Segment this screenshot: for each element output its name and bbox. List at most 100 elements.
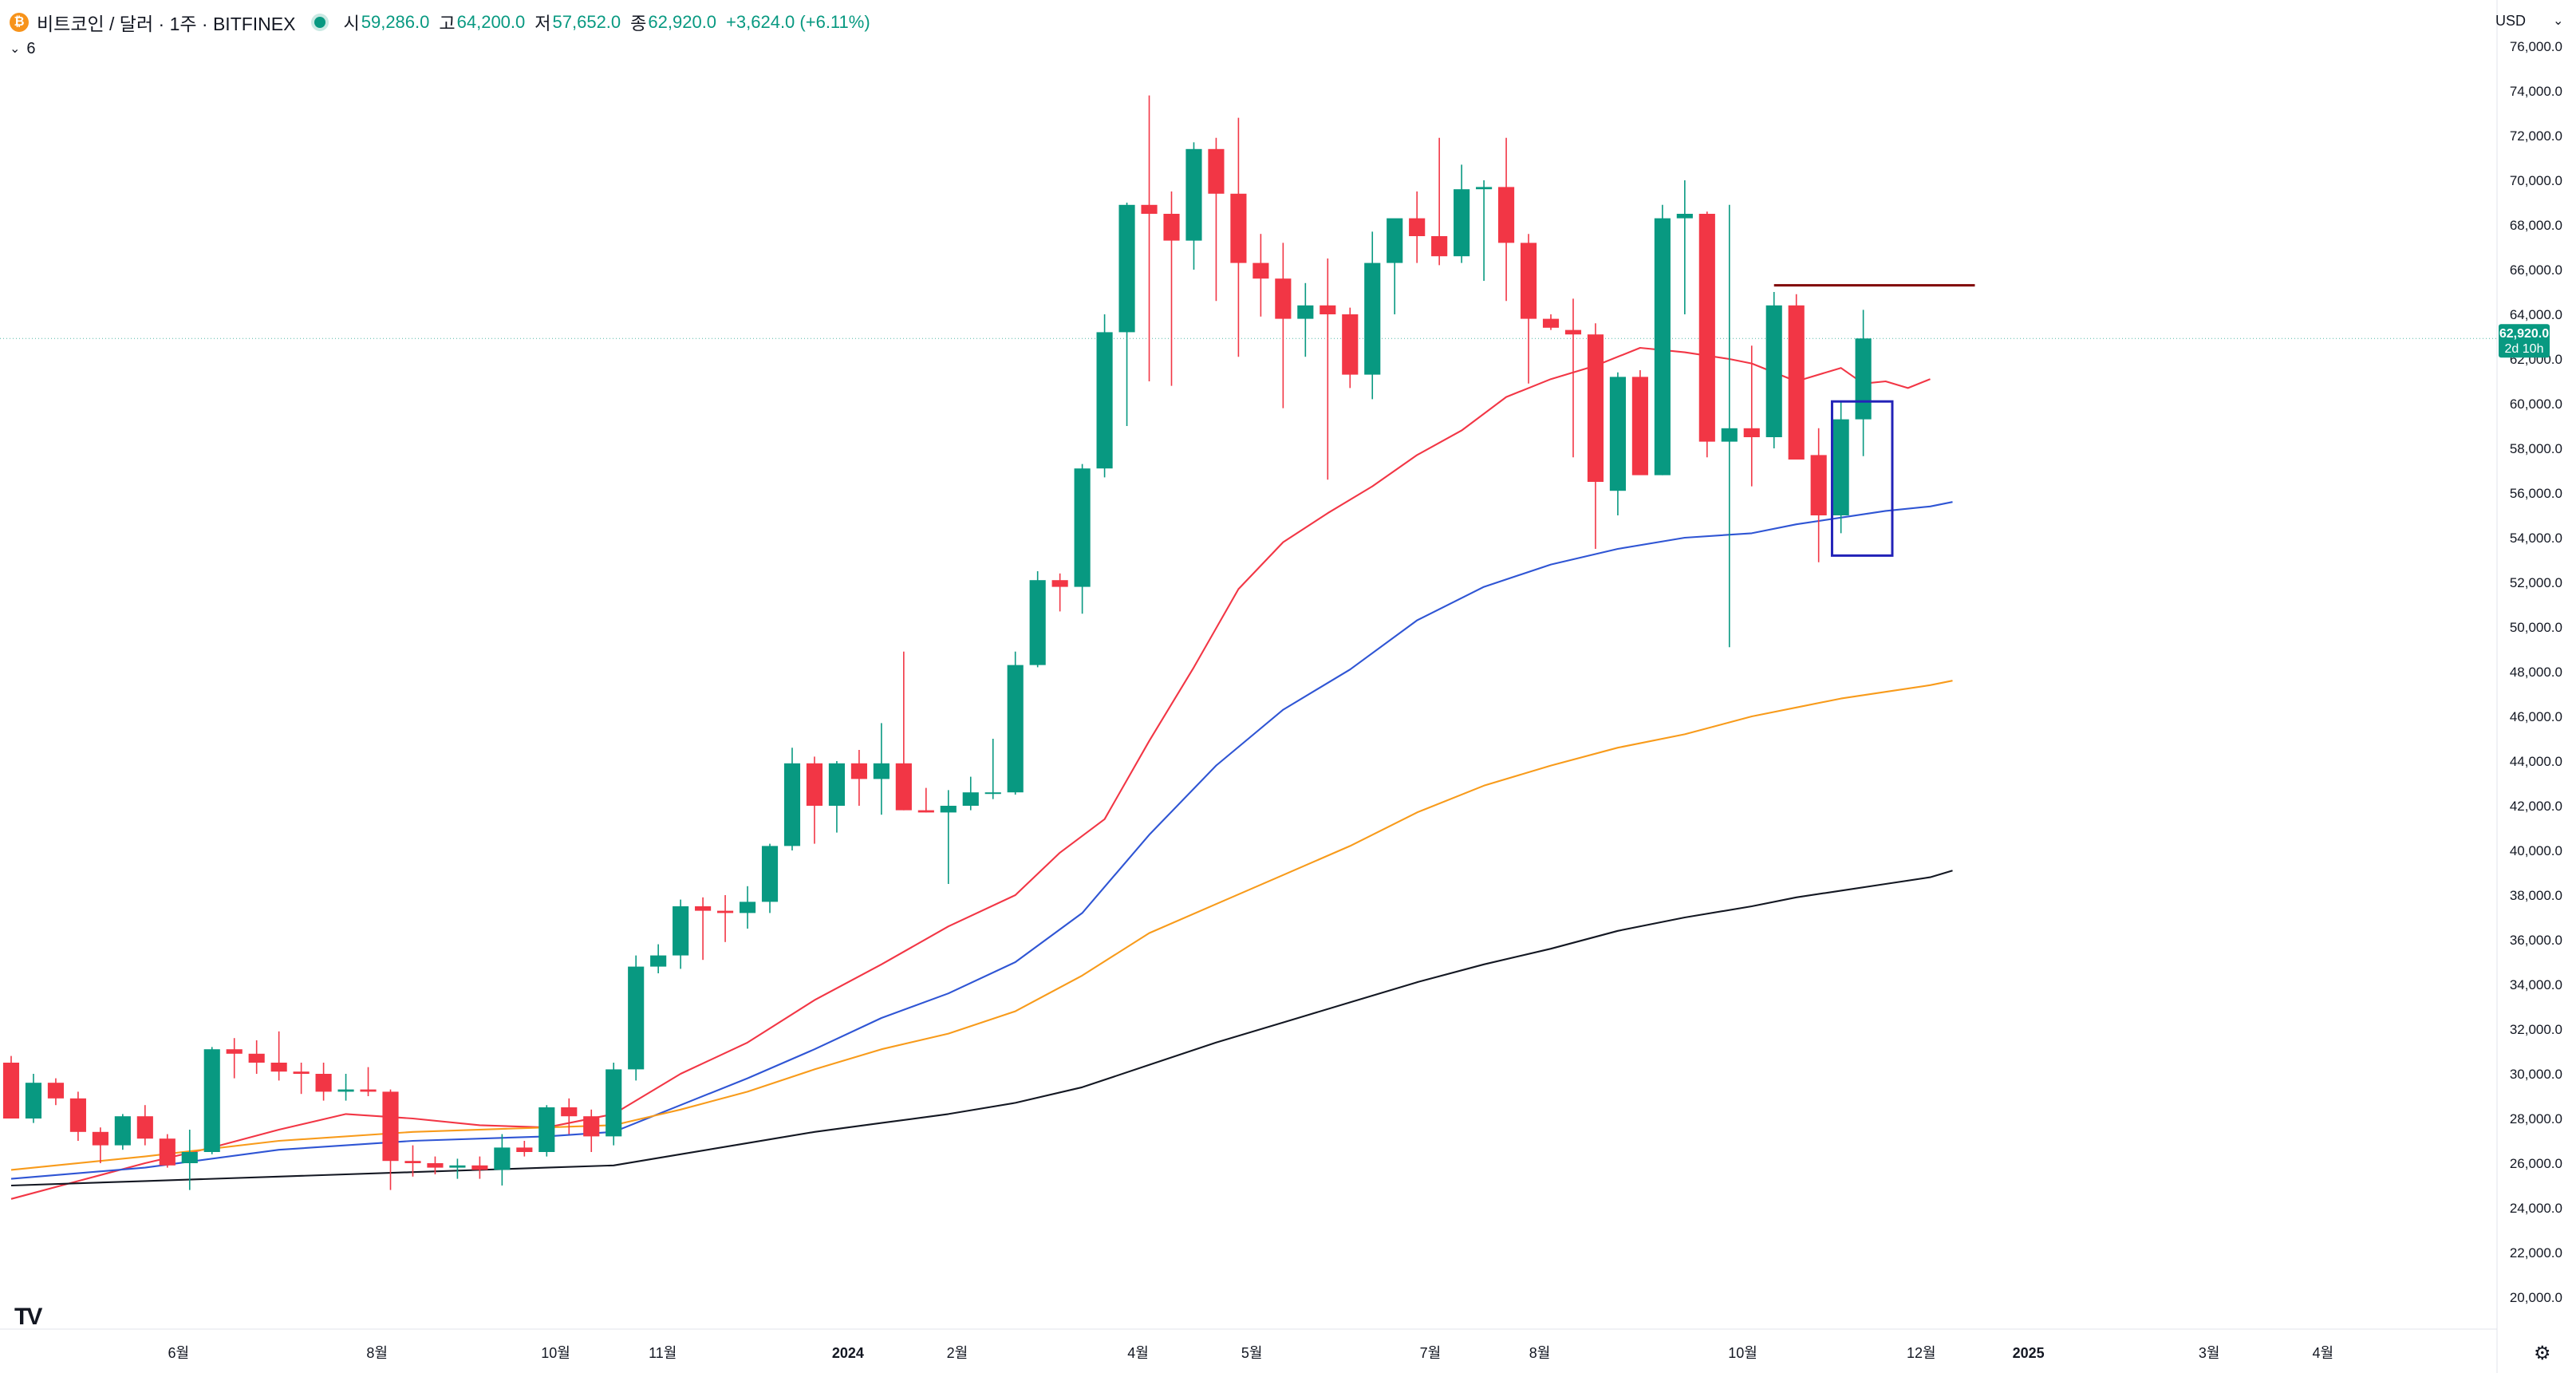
candle-up[interactable] <box>1454 189 1470 257</box>
candle-down[interactable] <box>1788 305 1805 460</box>
symbol-title[interactable]: 비트코인 / 달러 · 1주 · BITFINEX <box>37 14 296 34</box>
candle-down[interactable] <box>471 1165 488 1170</box>
candle-up[interactable] <box>1185 148 1202 241</box>
candle-down[interactable] <box>583 1116 600 1137</box>
candle-up[interactable] <box>1074 468 1091 587</box>
candle-up[interactable] <box>1364 262 1381 375</box>
candle-down[interactable] <box>1631 377 1648 475</box>
candle-up[interactable] <box>1855 338 1872 420</box>
candle-down[interactable] <box>1230 193 1247 263</box>
candle-up[interactable] <box>1654 218 1671 475</box>
candle-up[interactable] <box>783 763 801 846</box>
candle-up[interactable] <box>1029 580 1046 665</box>
candle-down[interactable] <box>917 810 934 813</box>
candle-down[interactable] <box>1252 262 1269 279</box>
gear-icon[interactable]: ⚙ <box>2534 1343 2551 1364</box>
candle-up[interactable] <box>1721 428 1738 442</box>
x-tick-label: 8월 <box>1529 1345 1551 1361</box>
candle-down[interactable] <box>1564 329 1582 335</box>
candle-down[interactable] <box>717 910 734 913</box>
candle-up[interactable] <box>1387 218 1403 263</box>
candle-down[interactable] <box>1208 148 1225 194</box>
candle-up[interactable] <box>606 1069 622 1137</box>
candle-down[interactable] <box>47 1083 64 1099</box>
candle-down[interactable] <box>516 1147 533 1152</box>
candle-down[interactable] <box>1431 236 1448 257</box>
candle-down[interactable] <box>69 1098 86 1132</box>
candle-up[interactable] <box>761 846 779 902</box>
symbol-header[interactable]: ₿ 비트코인 / 달러 · 1주 · BITFINEX 시 59,286.0 고… <box>10 6 880 38</box>
currency-select[interactable]: USD ⌄ <box>2495 5 2563 37</box>
candle-up[interactable] <box>1765 305 1782 437</box>
candle-up[interactable] <box>337 1089 354 1092</box>
y-tick-label: 40,000.0 <box>2510 843 2562 858</box>
candle-down[interactable] <box>895 763 912 811</box>
candle-up[interactable] <box>962 792 979 806</box>
candle-down[interactable] <box>92 1131 108 1146</box>
candle-up[interactable] <box>181 1152 198 1163</box>
candle-down[interactable] <box>1342 314 1359 375</box>
candle-down[interactable] <box>1810 455 1827 515</box>
candle-down[interactable] <box>1587 334 1604 482</box>
candle-down[interactable] <box>1542 318 1560 328</box>
candle-up[interactable] <box>1609 377 1626 491</box>
candle-up[interactable] <box>739 902 756 913</box>
highlight-box[interactable] <box>1830 400 1894 557</box>
candle-up[interactable] <box>1118 204 1135 333</box>
candle-down[interactable] <box>427 1163 444 1168</box>
candle-up[interactable] <box>673 906 689 956</box>
candle-down[interactable] <box>1409 218 1426 236</box>
candle-down[interactable] <box>1163 214 1180 241</box>
candle-down[interactable] <box>2 1063 20 1119</box>
candle-down[interactable] <box>315 1074 332 1092</box>
candle-up[interactable] <box>1832 419 1849 515</box>
candle-down[interactable] <box>248 1053 265 1063</box>
candle-down[interactable] <box>695 906 712 911</box>
tradingview-logo[interactable]: TV <box>14 1304 42 1330</box>
y-tick-label: 28,000.0 <box>2510 1111 2562 1126</box>
candle-down[interactable] <box>1698 214 1715 442</box>
candle-up[interactable] <box>1676 214 1693 219</box>
candle-down[interactable] <box>360 1089 377 1092</box>
candle-up[interactable] <box>114 1116 131 1146</box>
y-tick-label: 52,000.0 <box>2510 575 2562 590</box>
candle-down[interactable] <box>1498 187 1515 243</box>
candle-down[interactable] <box>1743 428 1760 437</box>
candle-down[interactable] <box>293 1071 310 1074</box>
candle-down[interactable] <box>806 763 823 806</box>
candle-down[interactable] <box>270 1063 287 1072</box>
candle-up[interactable] <box>873 763 890 779</box>
candle-down[interactable] <box>561 1107 578 1117</box>
candle-up[interactable] <box>940 806 957 813</box>
candle-up[interactable] <box>1297 305 1314 319</box>
candle-down[interactable] <box>1520 243 1537 319</box>
candle-up[interactable] <box>494 1147 511 1170</box>
candle-up[interactable] <box>1007 665 1024 793</box>
candle-down[interactable] <box>1141 204 1158 214</box>
low-label: 저 <box>535 14 551 34</box>
candle-up[interactable] <box>650 955 667 967</box>
y-tick-label: 32,000.0 <box>2510 1022 2562 1037</box>
candle-up[interactable] <box>25 1083 42 1119</box>
candle-up[interactable] <box>449 1165 466 1168</box>
candle-up[interactable] <box>538 1107 555 1152</box>
candle-down[interactable] <box>1320 305 1336 314</box>
price-axis[interactable] <box>2497 0 2576 1373</box>
candle-down[interactable] <box>1051 580 1068 587</box>
candle-up[interactable] <box>628 966 645 1070</box>
candle-down[interactable] <box>404 1161 421 1163</box>
candle-down[interactable] <box>382 1091 399 1162</box>
candle-up[interactable] <box>203 1049 220 1152</box>
candle-up[interactable] <box>1096 332 1113 469</box>
candle-down[interactable] <box>1275 278 1292 319</box>
ma-longest-line <box>10 870 1953 1187</box>
candle-down[interactable] <box>850 763 867 779</box>
candle-up[interactable] <box>828 763 845 806</box>
indicators-toggle[interactable]: ⌄ 6 <box>10 37 36 61</box>
candle-down[interactable] <box>226 1049 243 1054</box>
candle-down[interactable] <box>136 1116 153 1139</box>
candle-down[interactable] <box>159 1138 176 1166</box>
candle-up[interactable] <box>1476 187 1493 190</box>
candle-up[interactable] <box>984 792 1001 795</box>
